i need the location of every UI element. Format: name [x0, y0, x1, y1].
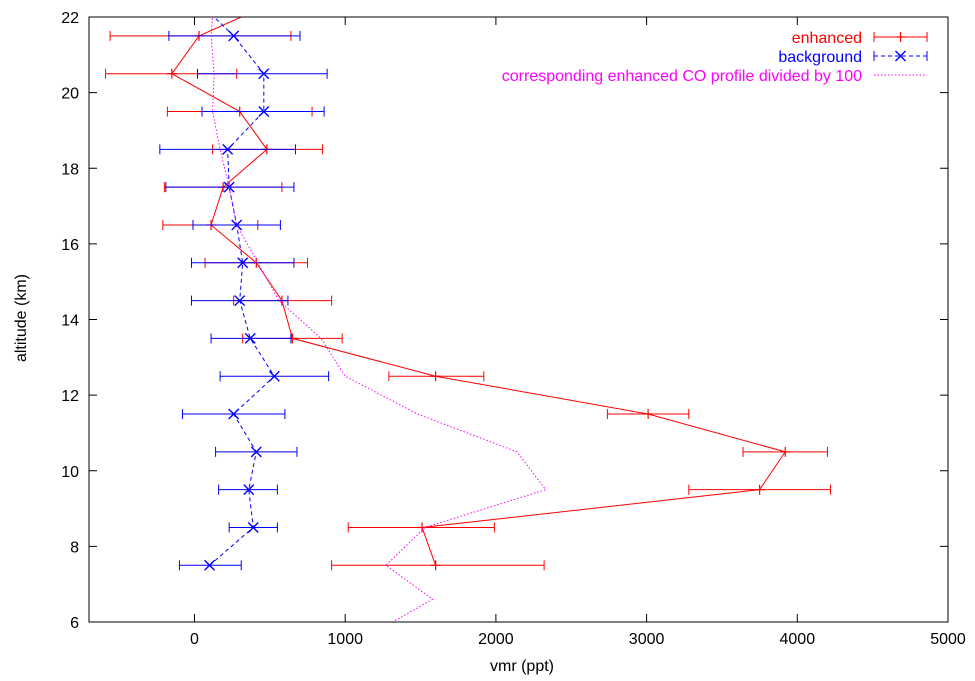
data-point — [268, 370, 280, 382]
x-tick-label: 3000 — [629, 631, 665, 648]
data-point — [228, 30, 240, 42]
legend-label: background — [778, 49, 862, 66]
y-tick-label: 18 — [61, 161, 79, 178]
data-point — [228, 408, 240, 420]
series-line — [209, 17, 276, 566]
axes-layer: 0 1000 2000 3000 4000 5000 6 8 10 12 14 16 18 20 22 — [61, 10, 966, 648]
y-tick-label: 14 — [61, 313, 79, 330]
data-point — [258, 106, 270, 118]
x-tick-label: 2000 — [478, 631, 514, 648]
data-point — [231, 219, 243, 231]
y-tick-label: 20 — [61, 86, 79, 103]
y-tick-label: 16 — [61, 237, 79, 254]
y-tick-label: 8 — [70, 539, 79, 556]
data-point — [234, 295, 246, 307]
legend-label: enhanced — [792, 30, 862, 47]
legend-label: corresponding enhanced CO profile divide… — [502, 68, 862, 85]
data-point — [250, 446, 262, 458]
x-tick-label: 0 — [190, 631, 199, 648]
y-tick-label: 12 — [61, 388, 79, 405]
series-1 — [159, 17, 330, 571]
y-axis-label: altitude (km) — [13, 274, 30, 362]
data-point — [222, 143, 234, 155]
data-point — [243, 484, 255, 496]
data-point — [247, 521, 259, 533]
y-tick-label: 6 — [70, 615, 79, 632]
series-layer — [105, 17, 831, 622]
series-line — [171, 17, 787, 566]
x-tick-label: 1000 — [327, 631, 363, 648]
data-point — [244, 332, 256, 344]
plot-frame — [88, 16, 949, 623]
legend: enhanced background corresponding enhanced… — [502, 30, 928, 85]
data-point — [258, 68, 270, 80]
x-tick-label: 5000 — [930, 631, 966, 648]
data-point — [237, 257, 249, 269]
x-axis-label: vmr (ppt) — [490, 658, 554, 675]
data-point — [223, 181, 235, 193]
data-point — [895, 50, 906, 62]
x-tick-label: 4000 — [780, 631, 816, 648]
y-tick-label: 10 — [61, 464, 79, 481]
data-point — [204, 559, 216, 571]
y-tick-label: 22 — [61, 10, 79, 27]
series-0 — [105, 17, 831, 571]
